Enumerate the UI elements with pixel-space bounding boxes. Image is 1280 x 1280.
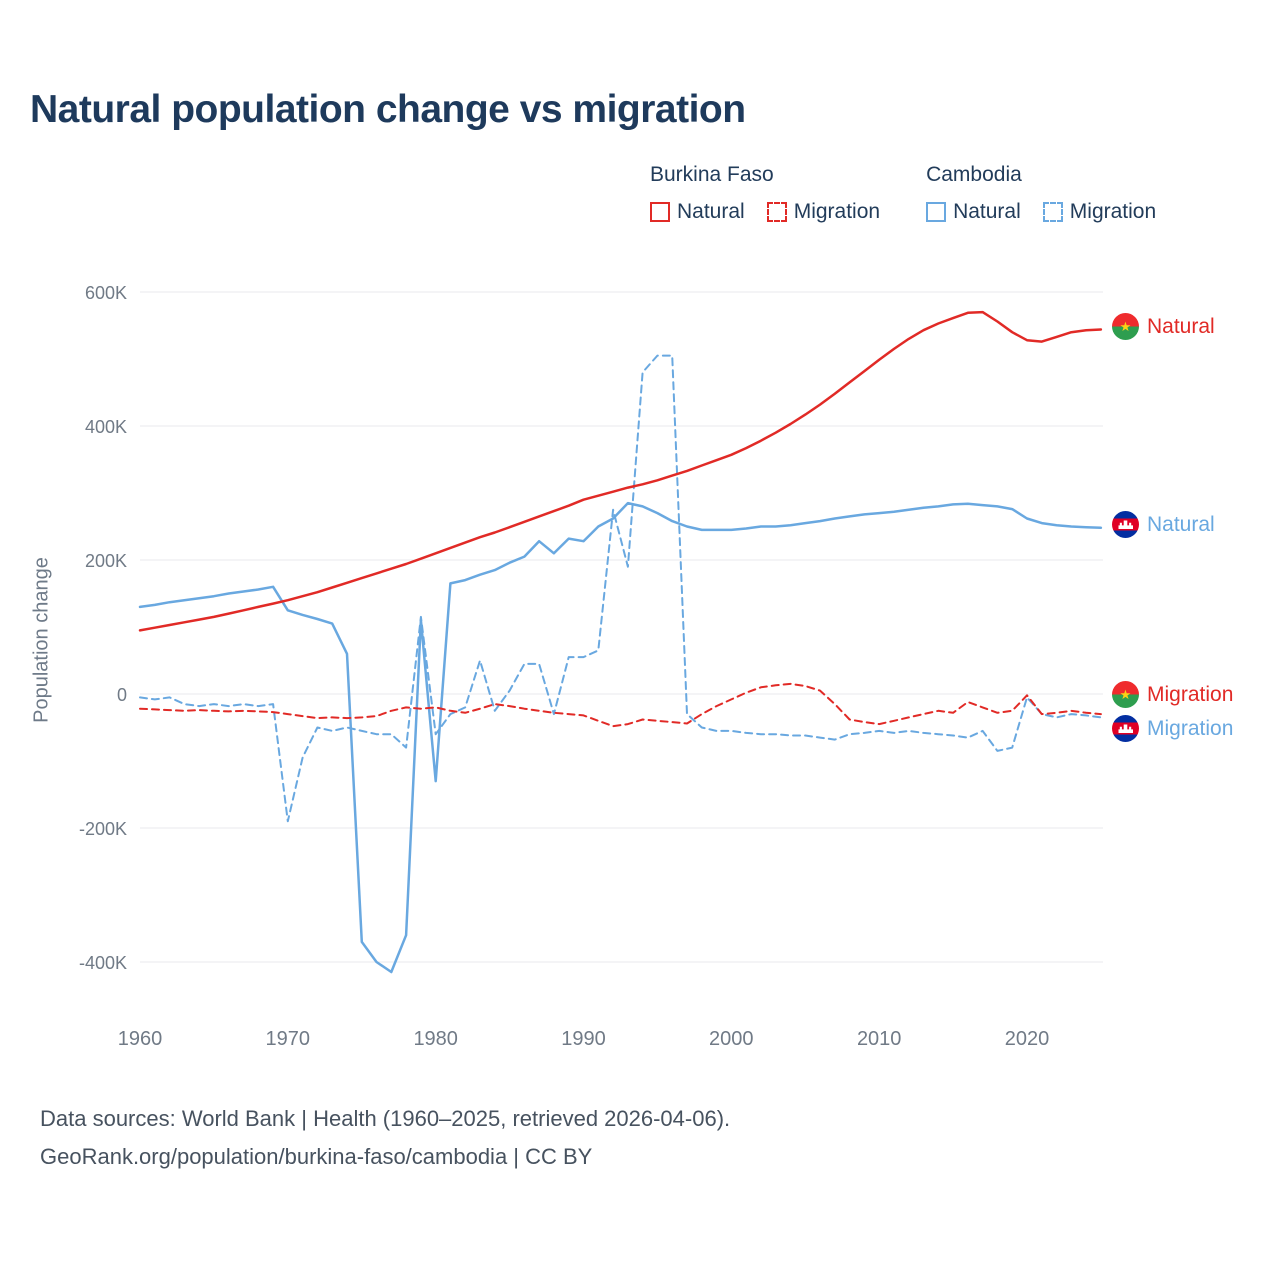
cambodia-flag-icon (1112, 715, 1139, 742)
legend: Burkina Faso Natural Migration Cambodia … (650, 163, 1156, 224)
end-label-cambodia-natural: Natural (1112, 511, 1215, 538)
legend-item-label: Migration (793, 200, 881, 223)
legend-country-cambodia: Cambodia (926, 163, 1022, 186)
x-tick-label: 1980 (413, 1028, 458, 1050)
legend-items-burkina-faso: Natural Migration (650, 200, 880, 224)
cambodia-flag-icon (1112, 511, 1139, 538)
end-label-burkina-faso-natural: Natural (1112, 313, 1215, 340)
end-label-text: Migration (1147, 716, 1234, 740)
legend-item-cambodia-migration[interactable]: Migration (1042, 200, 1157, 224)
end-label-cambodia-migration: Migration (1112, 715, 1233, 742)
legend-item-label: Natural (677, 200, 745, 223)
x-tick-label: 2010 (857, 1028, 902, 1050)
cambodia-migration-line (139, 354, 1102, 823)
x-tick-label: 1970 (266, 1028, 311, 1050)
x-tick-label: 1990 (561, 1028, 606, 1050)
end-label-burkina-faso-migration: Migration (1112, 681, 1233, 708)
burkina-faso-flag-icon (1112, 681, 1139, 708)
legend-group-burkina-faso: Burkina Faso Natural Migration (650, 163, 880, 224)
legend-item-cambodia-natural[interactable]: Natural (926, 200, 1021, 224)
burkina-faso-migration-line (139, 682, 1102, 728)
legend-item-label: Migration (1069, 200, 1157, 223)
attribution-line: GeoRank.org/population/burkina-faso/camb… (40, 1144, 593, 1169)
x-tick-label: 2000 (709, 1028, 754, 1050)
page-title: Natural population change vs migration (30, 88, 746, 131)
y-tick-label: 400K (85, 417, 127, 437)
burkina-faso-flag-icon (1112, 313, 1139, 340)
legend-country-burkina-faso: Burkina Faso (650, 163, 774, 186)
y-tick-label: 600K (85, 283, 127, 303)
legend-item-burkina-faso-natural[interactable]: Natural (650, 200, 745, 224)
end-label-text: Natural (1147, 512, 1215, 536)
cambodia-natural-line (138, 501, 1103, 974)
y-tick-label: -200K (79, 819, 127, 839)
end-label-text: Natural (1147, 314, 1215, 338)
end-label-text: Migration (1147, 682, 1234, 706)
burkina-faso-natural-line (138, 310, 1103, 632)
legend-item-label: Natural (953, 200, 1021, 223)
x-tick-label: 1960 (118, 1028, 163, 1050)
data-sources-line: Data sources: World Bank | Health (1960–… (40, 1106, 731, 1131)
population-change-line-chart: 600K 400K 200K 0 -200K -400K 1960 1970 1980 1990 2… (79, 283, 1103, 1050)
y-tick-label: -400K (79, 953, 127, 973)
y-tick-label: 200K (85, 551, 127, 571)
legend-group-cambodia: Cambodia Natural Migration (926, 163, 1156, 224)
x-tick-label: 2020 (1005, 1028, 1050, 1050)
legend-items-cambodia: Natural Migration (926, 200, 1156, 224)
red-solid-swatch-icon (650, 202, 670, 222)
y-tick-label: 0 (117, 685, 127, 705)
blue-dashed-swatch-icon (1042, 202, 1063, 222)
legend-item-burkina-faso-migration[interactable]: Migration (766, 200, 881, 224)
blue-solid-swatch-icon (926, 202, 947, 222)
red-dashed-swatch-icon (766, 202, 787, 222)
